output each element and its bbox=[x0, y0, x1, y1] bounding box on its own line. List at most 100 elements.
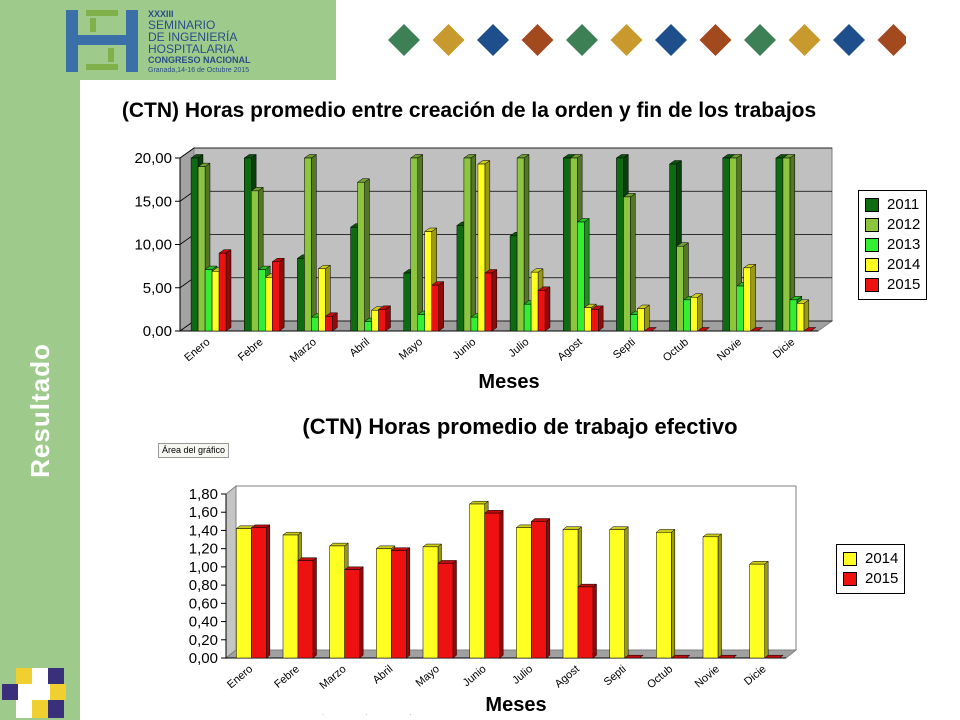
gridline bbox=[179, 147, 832, 159]
bar bbox=[577, 583, 598, 659]
x-tick-label: Febre bbox=[236, 336, 266, 364]
seminar-title: XXXIII SEMINARIO DE INGENIERÍA HOSPITALA… bbox=[148, 10, 251, 75]
legend-item: 2014 bbox=[865, 255, 920, 275]
seminar-line2: DE INGENIERÍA bbox=[148, 30, 238, 44]
seminar-logo bbox=[66, 10, 138, 72]
bar bbox=[636, 304, 651, 332]
diamond-shape bbox=[388, 24, 420, 56]
chart2: 0,000,200,40 0,600,801,001,20 1,401,601,80… bbox=[189, 484, 798, 716]
x-tick-label: Mayo bbox=[397, 336, 425, 362]
x-tick-label: Octub bbox=[661, 336, 691, 364]
bar bbox=[484, 269, 498, 332]
chart1-title: (CTN) Horas promedio entre creación de l… bbox=[121, 99, 817, 122]
bar bbox=[608, 526, 629, 659]
y-tick-label: 20,00 bbox=[134, 150, 172, 167]
bar bbox=[689, 293, 704, 332]
footer-dots: · · · bbox=[322, 712, 432, 718]
bar bbox=[803, 327, 817, 332]
legend-item: 2015 bbox=[843, 569, 898, 589]
diamond-shape bbox=[744, 24, 776, 56]
bar bbox=[717, 654, 738, 659]
chart2-title: (CTN) Horas promedio de trabajo efectivo bbox=[302, 414, 738, 439]
legend-item: 2013 bbox=[865, 235, 920, 255]
diamond-shape bbox=[788, 24, 821, 56]
x-tick-label: Abril bbox=[347, 336, 372, 359]
x-tick-label: Dicie bbox=[771, 336, 797, 361]
chart1-legend: 2011 2012 2013 2014 2015 bbox=[858, 190, 928, 300]
bar bbox=[748, 560, 769, 659]
bar bbox=[390, 547, 411, 659]
seminar-line4: CONGRESO NACIONAL bbox=[148, 55, 251, 65]
plot-side-wall bbox=[225, 484, 237, 660]
legend-swatch bbox=[865, 238, 879, 252]
x-tick-label: Septi bbox=[602, 663, 629, 688]
x-tick-label: Agost bbox=[555, 336, 584, 363]
bar bbox=[622, 192, 637, 332]
bar bbox=[796, 299, 810, 332]
y-tick-label: 0,00 bbox=[143, 323, 172, 340]
x-tick-label: Enero bbox=[182, 336, 212, 364]
bar bbox=[377, 305, 392, 332]
chart1: 0,00 5,00 10,00 15,00 20,00 Enero Febre Marzo Ab… bbox=[134, 147, 834, 393]
bar bbox=[537, 286, 551, 332]
legend-label: 2012 bbox=[887, 216, 921, 233]
y-tick-label: 0,40 bbox=[189, 614, 218, 631]
x-axis-title: Meses bbox=[485, 694, 546, 716]
bar bbox=[409, 154, 424, 332]
bar bbox=[655, 528, 676, 659]
y-tick-label: 15,00 bbox=[134, 193, 172, 210]
x-tick-label: Marzo bbox=[288, 336, 319, 365]
x-tick-label: Marzo bbox=[317, 663, 348, 692]
x-tick-label: Mayo bbox=[414, 663, 442, 689]
bar bbox=[437, 559, 458, 659]
bar bbox=[430, 281, 445, 332]
seminar-dates: Granada,14-16 de Octubre 2015 bbox=[148, 67, 250, 74]
header-band bbox=[0, 0, 336, 80]
x-tick-label: Julio bbox=[506, 336, 531, 360]
seminar-line3: HOSPITALARIA bbox=[148, 42, 235, 56]
bar bbox=[623, 654, 644, 659]
y-tick-label: 10,00 bbox=[134, 237, 172, 254]
diamond-shape bbox=[699, 24, 732, 56]
x-tick-label: Enero bbox=[225, 663, 255, 691]
y-tick-label: 5,00 bbox=[143, 280, 172, 297]
legend-swatch bbox=[865, 278, 879, 292]
diamond-shape bbox=[566, 24, 598, 56]
x-axis-title: Meses bbox=[478, 371, 539, 393]
legend-label: 2015 bbox=[887, 276, 921, 293]
y-tick-label: 1,80 bbox=[189, 486, 218, 503]
legend-item: 2015 bbox=[865, 275, 920, 295]
legend-swatch bbox=[865, 198, 879, 212]
legend-label: 2014 bbox=[887, 256, 921, 273]
bar bbox=[343, 566, 364, 659]
legend-label: 2011 bbox=[887, 196, 920, 213]
bar bbox=[271, 257, 285, 332]
bar bbox=[590, 305, 604, 332]
bar bbox=[696, 327, 711, 332]
bar bbox=[643, 327, 658, 332]
corner-cross-logo bbox=[2, 668, 66, 718]
x-tick-label: Novie bbox=[715, 336, 744, 363]
bar bbox=[463, 154, 477, 332]
bar bbox=[749, 327, 764, 332]
sidebar bbox=[0, 80, 80, 720]
y-tick-label: 0,80 bbox=[189, 577, 218, 594]
bar bbox=[303, 154, 318, 332]
y-tick-label: 1,20 bbox=[189, 541, 218, 558]
y-tick-label: 0,00 bbox=[189, 650, 218, 667]
bar bbox=[324, 312, 339, 332]
diamond-shape bbox=[877, 24, 906, 56]
bar bbox=[297, 557, 318, 659]
legend-item: 2011 bbox=[865, 195, 920, 215]
legend-label: 2015 bbox=[865, 570, 899, 587]
legend-item: 2014 bbox=[843, 549, 898, 569]
diamond-shape bbox=[521, 24, 554, 56]
y-tick-label: 1,00 bbox=[189, 559, 218, 576]
legend-label: 2014 bbox=[865, 550, 899, 567]
x-tick-label: Dicie bbox=[742, 663, 768, 688]
chart2-legend: 2014 2015 bbox=[836, 544, 906, 594]
bar bbox=[483, 509, 504, 659]
bar bbox=[702, 533, 723, 659]
x-tick-label: Julio bbox=[510, 663, 535, 687]
bar bbox=[250, 524, 271, 659]
